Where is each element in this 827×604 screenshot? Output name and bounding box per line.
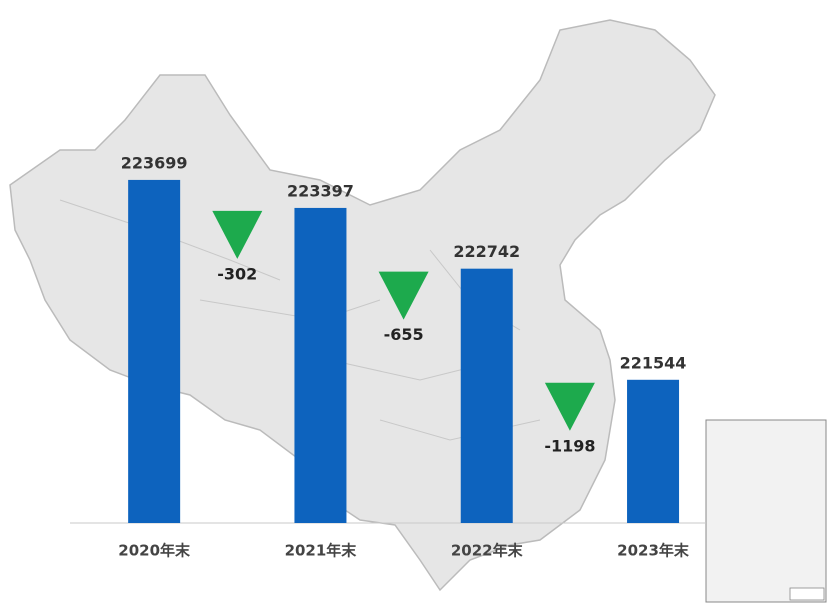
value-label: 222742 — [453, 242, 520, 261]
bar — [460, 268, 513, 523]
bar — [294, 207, 347, 523]
map-background — [9, 19, 827, 603]
change-label: -655 — [384, 325, 424, 344]
change-indicator — [212, 210, 263, 259]
x-tick-label: 2021年末 — [285, 542, 358, 560]
change-label: -302 — [217, 264, 257, 283]
x-tick-label: 2020年末 — [118, 542, 191, 560]
change-indicator — [378, 271, 429, 320]
x-tick-label: 2023年末 — [617, 542, 690, 560]
change-indicator — [544, 382, 595, 431]
bar — [627, 379, 680, 523]
change-label: -1198 — [544, 436, 595, 455]
x-tick-label: 2022年末 — [451, 542, 524, 560]
bar — [128, 179, 181, 523]
value-label: 223699 — [121, 153, 188, 172]
value-label: 221544 — [620, 353, 687, 372]
value-label: 223397 — [287, 181, 354, 200]
